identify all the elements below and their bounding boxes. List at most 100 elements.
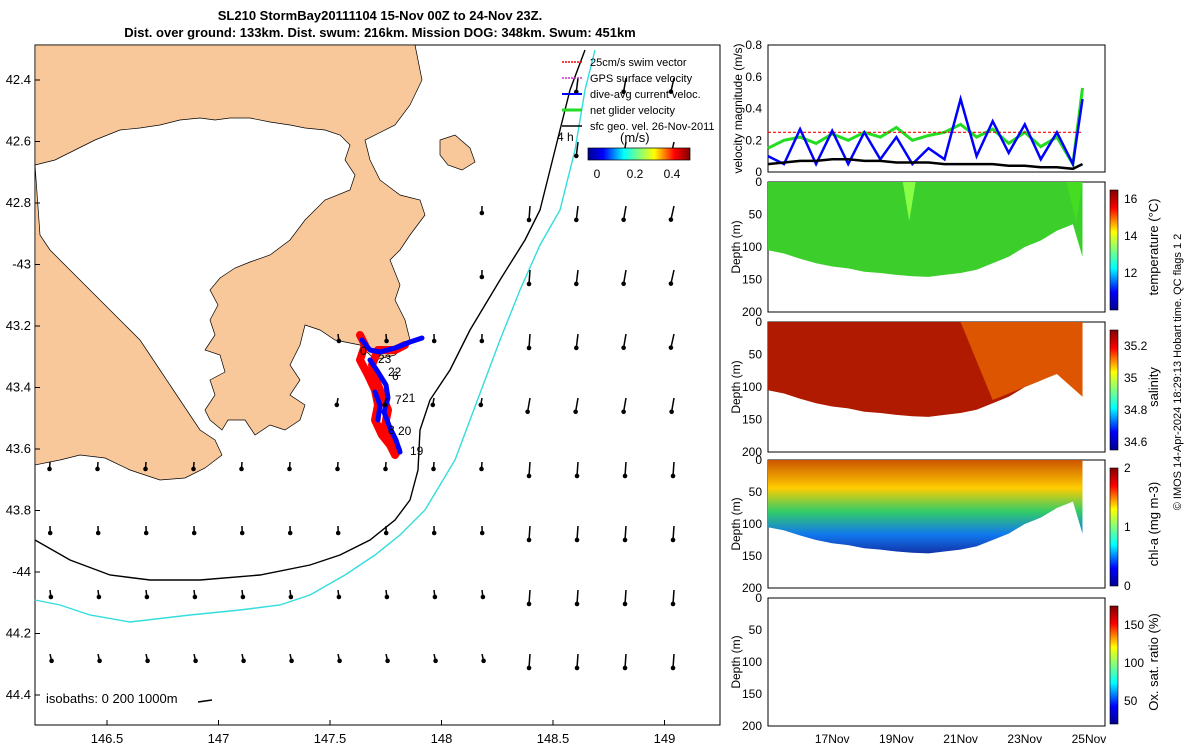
depth-tick-label: 100 [742, 240, 762, 254]
velocity-arrow-head [431, 338, 437, 344]
sfc-geo-line [767, 158, 1084, 171]
velocity-arrow [528, 461, 531, 477]
depth-tick-label: 150 [742, 549, 762, 563]
velocity-arrow-head [287, 466, 292, 472]
velocity-arrow [575, 77, 579, 92]
depth-tick-label: 100 [742, 517, 762, 531]
temperature-warm-patch [902, 182, 916, 221]
velocity-arrow-head [621, 281, 626, 287]
velocity-arrow-head [383, 530, 389, 536]
velocity-ytick-label: 0.6 [745, 70, 762, 84]
lat-tick-label: 43.6 [6, 441, 31, 456]
lon-tick-label: 148 [431, 731, 453, 746]
velocity-arrow-head [479, 210, 485, 216]
day-label: 19 [410, 444, 424, 458]
velocity-arrow-head [574, 281, 579, 287]
legend-item-sfc-geo-vel: sfc geo. vel. 26-Nov-2011 [562, 121, 715, 133]
land-peninsula [34, 164, 223, 481]
legend-item-swim-vector: 25cm/s swim vector [562, 57, 687, 69]
velocity-arrow-head [622, 537, 628, 543]
velocity-arrow-head [668, 89, 674, 94]
velocity-arrow-head [621, 217, 626, 223]
depth-tick-label: 200 [742, 581, 762, 595]
date-tick-label: 17Nov [815, 732, 850, 746]
velocity-arrow [575, 205, 579, 220]
velocity-arrow-head [288, 594, 294, 600]
velocity-arrow-head [668, 281, 674, 286]
velocity-arrow-head [431, 466, 436, 472]
velocity-arrow-head [526, 601, 532, 607]
temperature-panel-variable-label: temperature (°C) [1146, 199, 1161, 296]
velocity-arrow [528, 205, 531, 221]
date-tick-label: 19Nov [879, 732, 914, 746]
velocity-arrow [576, 461, 579, 477]
depth-tick-label: 150 [742, 273, 762, 287]
lat-tick-label: 44.2 [6, 626, 31, 641]
lon-tick-label: 147.5 [314, 731, 347, 746]
velocity-arrow-head [48, 594, 54, 600]
velocity-arrow-head [47, 530, 53, 536]
lon-tick-label: 146.5 [91, 731, 124, 746]
velocity-arrow-head [431, 530, 437, 536]
velocity-arrow [575, 141, 579, 156]
velocity-arrow-head [525, 409, 530, 415]
velocity-arrow [670, 77, 675, 92]
velocity-arrow [672, 589, 675, 605]
salinity-lower-patch [960, 322, 1083, 400]
velocity-arrow-head [478, 402, 484, 408]
velocity-arrow-head [49, 658, 54, 664]
salinity-panel-colorbar [1109, 329, 1119, 451]
velocity-arrow-head [383, 466, 388, 472]
isobath-200 [34, 49, 586, 581]
colorbar-tick-label: 2 [1124, 461, 1131, 475]
velocity-arrow [622, 77, 627, 92]
svg-text:GPS surface velocity: GPS surface velocity [590, 73, 693, 85]
velocity-arrow-head [384, 338, 389, 344]
speed-colorbar-ticks: 0 0.2 0.4 [594, 167, 681, 181]
velocity-arrow-head [621, 89, 626, 95]
depth-tick-label: 0 [755, 175, 762, 189]
colorbar-tick-label: 150 [1124, 618, 1144, 632]
depth-tick-label: 50 [749, 208, 763, 222]
svg-text:0.4: 0.4 [664, 167, 681, 181]
temperature-panel-colorbar [1109, 189, 1119, 311]
depth-tick-label: 150 [742, 687, 762, 701]
velocity-arrow-head [241, 658, 246, 664]
net-velocity-line [767, 87, 1084, 169]
depth-ylabel: Depth (m) [729, 497, 743, 550]
depth-tick-label: 200 [742, 719, 762, 733]
velocity-arrow-head [143, 466, 148, 472]
depth-tick-label: 50 [749, 485, 763, 499]
chl-panel-variable-label: chl-a (mg m-3) [1146, 482, 1161, 567]
velocity-arrow-head [433, 658, 438, 664]
day-label: 20 [398, 424, 412, 438]
velocity-arrow-head [239, 530, 245, 536]
velocity-arrow [622, 205, 627, 220]
depth-tick-label: 50 [749, 348, 763, 362]
velocity-arrow-head [337, 658, 342, 664]
lat-tick-label: 43.4 [6, 380, 31, 395]
velocity-arrow-head [191, 466, 196, 472]
legend-item-gps-velocity: GPS surface velocity [562, 73, 693, 85]
velocity-arrow-head [384, 594, 390, 600]
velocity-arrow-head [95, 466, 100, 472]
velocity-arrow-head [96, 594, 102, 600]
depth-tick-label: 0 [755, 591, 762, 605]
colorbar-tick-label: 1 [1124, 520, 1131, 534]
svg-text:0.2: 0.2 [627, 167, 644, 181]
depth-tick-label: 150 [742, 413, 762, 427]
velocity-arrow [528, 589, 531, 605]
velocity-arrow-head [479, 274, 485, 280]
velocity-ytick-label: 0.4 [745, 102, 762, 116]
velocity-arrow-head [239, 466, 244, 472]
chart-title-line2: Dist. over ground: 133km. Dist. swum: 21… [124, 25, 636, 40]
velocity-arrow-head [382, 402, 388, 408]
velocity-arrow [528, 269, 531, 285]
velocity-arrow-head [193, 658, 198, 664]
velocity-arrow-head [526, 217, 532, 223]
velocity-arrow-head [145, 658, 150, 664]
velocity-arrow [576, 525, 579, 541]
lat-tick-label: -44 [12, 564, 31, 579]
velocity-arrow-head [574, 473, 580, 479]
day-label: 8 [388, 423, 395, 437]
